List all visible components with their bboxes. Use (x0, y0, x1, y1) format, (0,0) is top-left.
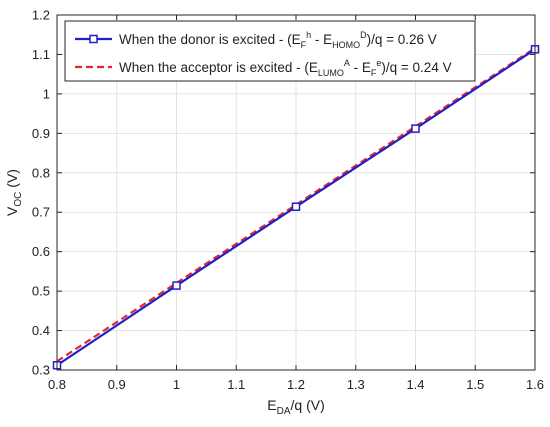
legend-label: When the acceptor is excited - (ELUMOA -… (119, 58, 452, 78)
tick-labels: 0.8 0.9 1 1.1 1.2 1.3 1.4 1.5 1.6 0.3 0.4 0.5 0.6 0.7… (32, 8, 544, 393)
y-axis-label: VOC (V) (4, 169, 24, 216)
legend-marker (89, 34, 98, 44)
x-tick-label: 0.9 (108, 377, 126, 392)
y-tick-label: 1 (43, 86, 50, 101)
x-tick-label: 1.1 (227, 377, 245, 392)
x-tick-label: 0.8 (48, 377, 66, 392)
x-tick-label: 1.2 (287, 377, 305, 392)
y-tick-label: 0.5 (32, 284, 50, 299)
data-point-marker (291, 202, 301, 211)
x-tick-label: 1.3 (347, 377, 365, 392)
y-tick-label: 0.8 (32, 165, 50, 180)
x-tick-label: 1 (173, 377, 180, 392)
legend-label: When the donor is excited - (EFh - EHOMO… (119, 30, 437, 50)
x-tick-label: 1.4 (406, 377, 424, 392)
y-tick-label: 1.2 (32, 8, 50, 23)
y-tick-label: 0.3 (32, 363, 50, 378)
x-axis-label: EDA/q (V) (267, 397, 324, 417)
x-tick-label: 1.6 (526, 377, 544, 392)
y-tick-label: 0.4 (32, 323, 50, 338)
x-tick-label: 1.5 (466, 377, 484, 392)
y-tick-label: 0.6 (32, 244, 50, 259)
y-tick-label: 1.1 (32, 47, 50, 62)
series-line (56, 47, 536, 363)
y-tick-label: 0.9 (32, 126, 50, 141)
data-point-marker (172, 281, 181, 290)
data-point-marker (411, 124, 420, 133)
y-tick-label: 0.7 (32, 205, 50, 220)
legend: When the donor is excited - (EFh - EHOMO… (64, 20, 476, 82)
legend-box (64, 20, 476, 82)
